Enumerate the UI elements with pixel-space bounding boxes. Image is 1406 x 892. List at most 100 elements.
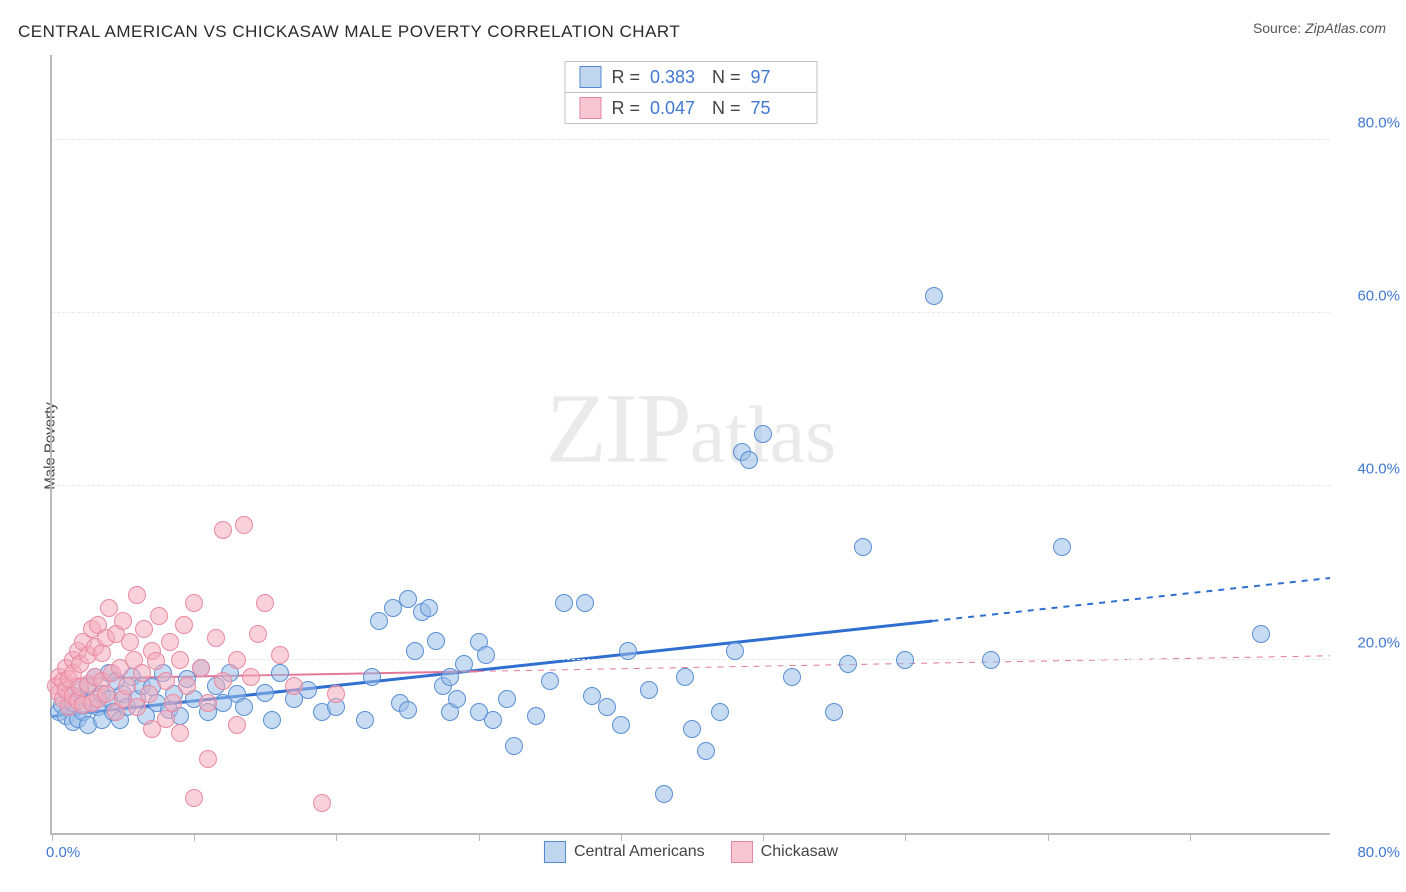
data-point xyxy=(135,620,153,638)
data-point xyxy=(598,698,616,716)
data-point xyxy=(555,594,573,612)
swatch-pink-icon xyxy=(731,841,753,863)
y-tick-label: 40.0% xyxy=(1340,461,1400,478)
data-point xyxy=(157,672,175,690)
y-tick-label: 20.0% xyxy=(1340,634,1400,651)
data-point xyxy=(683,720,701,738)
data-point xyxy=(925,287,943,305)
source-attribution: Source: ZipAtlas.com xyxy=(1253,20,1386,36)
x-tick-mark xyxy=(621,833,622,841)
data-point xyxy=(441,668,459,686)
data-point xyxy=(619,642,637,660)
data-point xyxy=(242,668,260,686)
data-point xyxy=(199,694,217,712)
stat-r-label: R = xyxy=(611,98,640,119)
data-point xyxy=(313,794,331,812)
legend-label-pink: Chickasaw xyxy=(761,843,838,861)
data-point xyxy=(676,668,694,686)
data-point xyxy=(114,612,132,630)
x-tick-mark xyxy=(336,833,337,841)
data-point xyxy=(97,685,115,703)
data-point xyxy=(711,703,729,721)
data-point xyxy=(612,716,630,734)
data-point xyxy=(171,651,189,669)
swatch-blue-icon xyxy=(579,66,601,88)
data-point xyxy=(477,646,495,664)
data-point xyxy=(505,737,523,755)
data-point xyxy=(214,672,232,690)
data-point xyxy=(982,651,1000,669)
data-point xyxy=(175,616,193,634)
data-point xyxy=(249,625,267,643)
x-tick-mark xyxy=(479,833,480,841)
x-tick-mark xyxy=(905,833,906,841)
data-point xyxy=(484,711,502,729)
data-point xyxy=(178,677,196,695)
data-point xyxy=(140,685,158,703)
data-point xyxy=(1053,538,1071,556)
data-point xyxy=(185,594,203,612)
stats-row-pink: R = 0.047 N = 75 xyxy=(565,92,816,123)
y-tick-label: 80.0% xyxy=(1340,114,1400,131)
data-point xyxy=(161,633,179,651)
data-point xyxy=(576,594,594,612)
data-point xyxy=(207,629,225,647)
x-tick-mark xyxy=(194,833,195,841)
legend-label-blue: Central Americans xyxy=(574,843,705,861)
data-point xyxy=(235,698,253,716)
data-point xyxy=(783,668,801,686)
data-point xyxy=(640,681,658,699)
legend-item-blue: Central Americans xyxy=(544,841,705,863)
legend: Central Americans Chickasaw xyxy=(544,841,838,863)
data-point xyxy=(147,652,165,670)
data-point xyxy=(285,677,303,695)
data-point xyxy=(754,425,772,443)
swatch-pink-icon xyxy=(579,97,601,119)
data-point xyxy=(825,703,843,721)
data-point xyxy=(541,672,559,690)
data-point xyxy=(839,655,857,673)
legend-item-pink: Chickasaw xyxy=(731,841,838,863)
source-name: ZipAtlas.com xyxy=(1305,20,1386,36)
swatch-blue-icon xyxy=(544,841,566,863)
data-point xyxy=(356,711,374,729)
data-point xyxy=(214,521,232,539)
stat-n-pink: 75 xyxy=(751,98,803,119)
data-point xyxy=(192,659,210,677)
stats-box: R = 0.383 N = 97 R = 0.047 N = 75 xyxy=(564,61,817,124)
x-tick-mark xyxy=(1190,833,1191,841)
data-point xyxy=(726,642,744,660)
data-point xyxy=(420,599,438,617)
data-point xyxy=(527,707,545,725)
gridline xyxy=(52,139,1330,140)
stats-row-blue: R = 0.383 N = 97 xyxy=(565,62,816,92)
x-tick-mark xyxy=(763,833,764,841)
data-point xyxy=(118,677,136,695)
data-point xyxy=(228,716,246,734)
stat-n-blue: 97 xyxy=(751,67,803,88)
trend-line-solid xyxy=(52,621,932,716)
data-point xyxy=(171,724,189,742)
data-point xyxy=(1252,625,1270,643)
stat-r-pink: 0.047 xyxy=(650,98,702,119)
data-point xyxy=(896,651,914,669)
trend-line-dashed xyxy=(932,578,1330,621)
gridline xyxy=(52,485,1330,486)
source-prefix: Source: xyxy=(1253,20,1305,36)
stat-r-label: R = xyxy=(611,67,640,88)
data-point xyxy=(121,633,139,651)
data-point xyxy=(697,742,715,760)
data-point xyxy=(157,710,175,728)
data-point xyxy=(455,655,473,673)
data-point xyxy=(370,612,388,630)
data-point xyxy=(235,516,253,534)
x-tick-label-80: 80.0% xyxy=(1340,844,1400,861)
data-point xyxy=(263,711,281,729)
data-point xyxy=(256,684,274,702)
data-point xyxy=(256,594,274,612)
data-point xyxy=(854,538,872,556)
x-tick-mark xyxy=(1048,833,1049,841)
data-point xyxy=(740,451,758,469)
x-tick-label-0: 0.0% xyxy=(46,844,80,861)
stat-n-label: N = xyxy=(712,98,741,119)
